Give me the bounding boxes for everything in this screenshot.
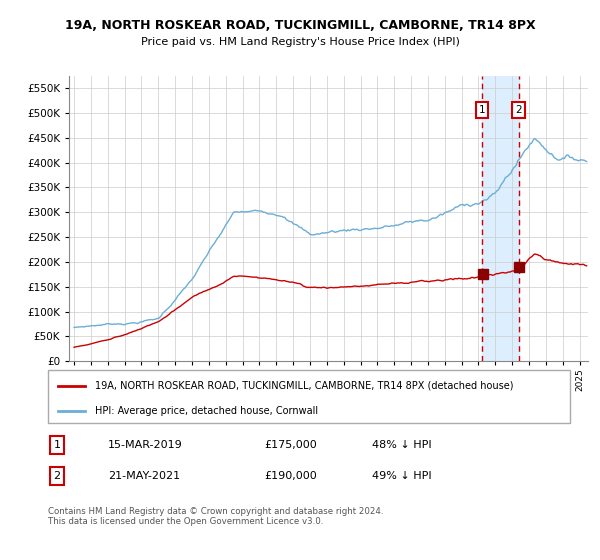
Text: 1: 1: [479, 105, 485, 115]
Text: 21-MAY-2021: 21-MAY-2021: [108, 471, 180, 481]
Text: Contains HM Land Registry data © Crown copyright and database right 2024.
This d: Contains HM Land Registry data © Crown c…: [48, 507, 383, 526]
Text: 15-MAR-2019: 15-MAR-2019: [108, 440, 183, 450]
Text: 19A, NORTH ROSKEAR ROAD, TUCKINGMILL, CAMBORNE, TR14 8PX (detached house): 19A, NORTH ROSKEAR ROAD, TUCKINGMILL, CA…: [95, 381, 514, 390]
Text: 48% ↓ HPI: 48% ↓ HPI: [372, 440, 431, 450]
Text: £175,000: £175,000: [264, 440, 317, 450]
Text: £190,000: £190,000: [264, 471, 317, 481]
Text: 2: 2: [515, 105, 522, 115]
Text: HPI: Average price, detached house, Cornwall: HPI: Average price, detached house, Corn…: [95, 406, 318, 416]
Text: 49% ↓ HPI: 49% ↓ HPI: [372, 471, 431, 481]
Text: 1: 1: [53, 440, 61, 450]
Text: Price paid vs. HM Land Registry's House Price Index (HPI): Price paid vs. HM Land Registry's House …: [140, 37, 460, 47]
Text: 19A, NORTH ROSKEAR ROAD, TUCKINGMILL, CAMBORNE, TR14 8PX: 19A, NORTH ROSKEAR ROAD, TUCKINGMILL, CA…: [65, 18, 535, 32]
Text: 2: 2: [53, 471, 61, 481]
Bar: [482, 76, 518, 361]
